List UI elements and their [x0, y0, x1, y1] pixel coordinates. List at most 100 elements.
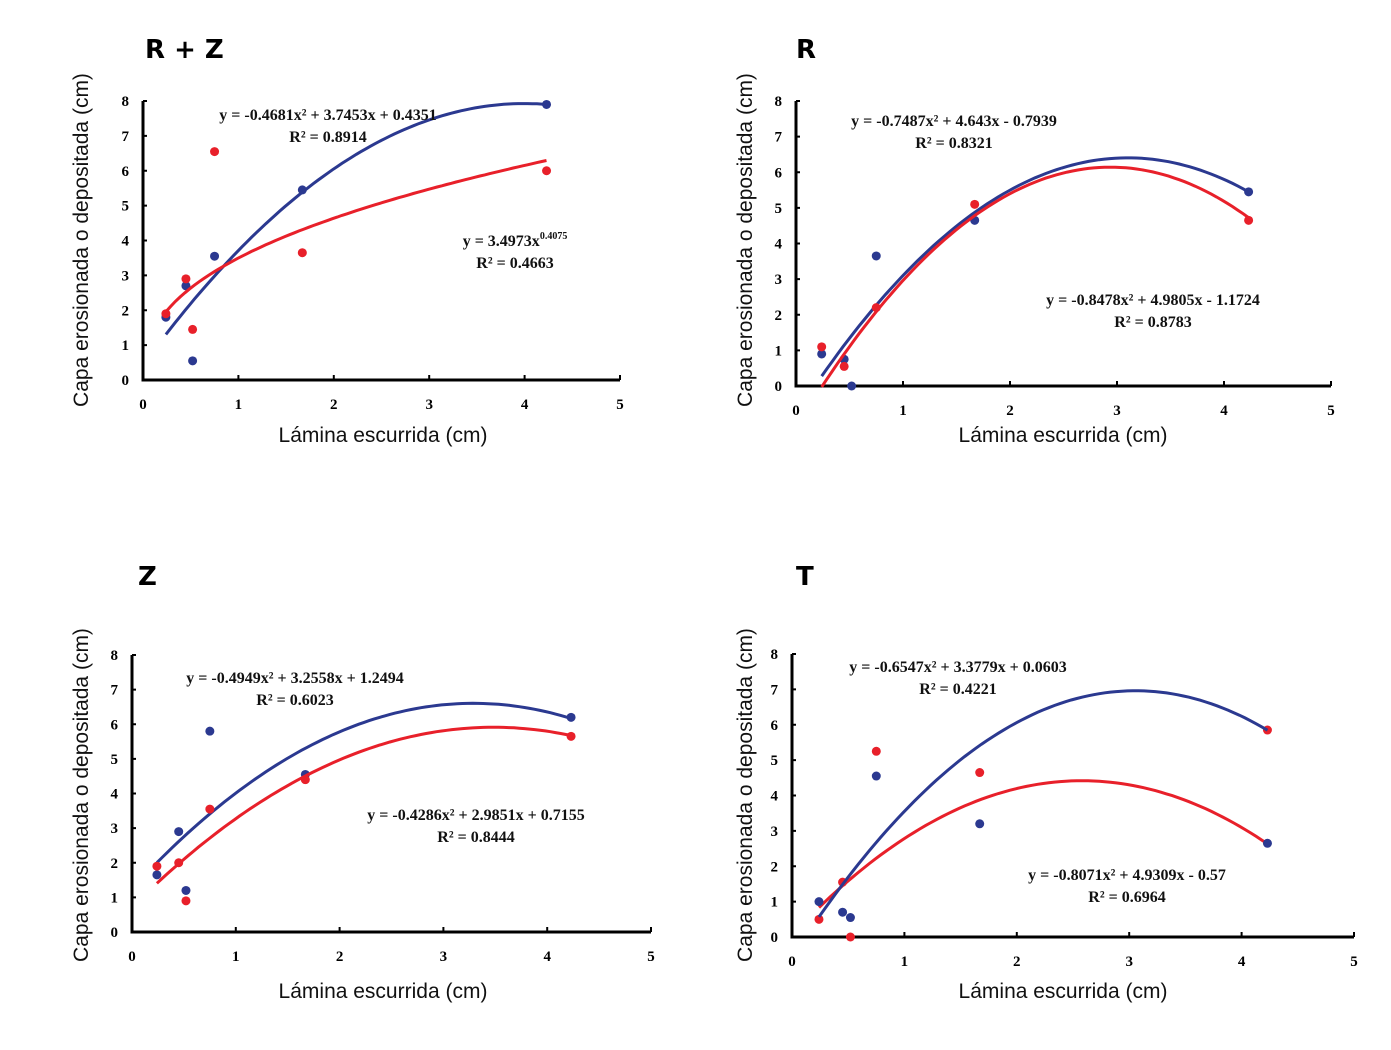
- x-tick-label: 5: [647, 949, 655, 965]
- x-tick-label: 3: [1125, 954, 1133, 970]
- x-tick-label: 3: [440, 949, 448, 965]
- data-point-red: [174, 858, 184, 868]
- y-tick-label: 7: [122, 129, 130, 145]
- data-point-red: [814, 914, 824, 924]
- x-tick-label: 5: [616, 397, 624, 413]
- panel-title: T: [796, 562, 814, 592]
- trendline-red: [817, 779, 1269, 909]
- x-axis-label: Lámina escurrida (cm): [279, 980, 488, 1003]
- y-tick-label: 4: [111, 787, 119, 803]
- y-tick-label: 4: [771, 789, 779, 805]
- y-tick-label: 7: [775, 130, 783, 146]
- x-tick-label: 2: [1006, 403, 1014, 419]
- x-tick-label: 4: [521, 397, 529, 413]
- x-tick-label: 0: [139, 397, 147, 413]
- trendline-blue: [820, 156, 1250, 377]
- data-point-blue: [871, 771, 881, 781]
- equation-red: y = 3.4973x0.4075: [463, 231, 568, 250]
- data-point-red: [542, 166, 552, 176]
- data-point-red: [871, 303, 881, 313]
- y-tick-label: 5: [122, 199, 130, 215]
- y-tick-label: 4: [122, 234, 130, 250]
- y-tick-label: 6: [775, 165, 783, 181]
- y-tick-label: 4: [775, 237, 783, 253]
- data-point-red: [566, 731, 576, 741]
- y-tick-label: 2: [775, 308, 783, 324]
- data-point-red: [152, 861, 162, 871]
- x-tick-label: 1: [899, 403, 907, 419]
- y-tick-label: 0: [111, 925, 119, 941]
- x-tick-label: 0: [792, 403, 800, 419]
- data-point-red: [975, 768, 985, 778]
- y-tick-label: 5: [771, 753, 779, 769]
- equation-blue: y = -0.7487x² + 4.643x - 0.7939: [851, 113, 1057, 130]
- y-axis-label: Capa erosionada o depositada (cm): [734, 73, 757, 407]
- y-tick-label: 3: [775, 272, 783, 288]
- data-point-red: [970, 199, 980, 209]
- trendline-red: [155, 725, 572, 885]
- x-tick-label: 3: [425, 397, 433, 413]
- data-point-red: [871, 746, 881, 756]
- y-tick-label: 5: [111, 752, 119, 768]
- y-axis-label: Capa erosionada o depositada (cm): [734, 628, 757, 962]
- x-tick-label: 1: [232, 949, 240, 965]
- y-tick-label: 5: [775, 201, 783, 217]
- data-point-blue: [205, 726, 215, 736]
- panel-title: Z: [138, 562, 157, 592]
- r-squared-blue: R² = 0.6964: [1088, 889, 1165, 906]
- y-tick-label: 0: [771, 930, 779, 946]
- y-tick-label: 7: [111, 683, 119, 699]
- chart-panel: R 0 1 2 3 4 5 6 7 8 0 1 2 3 4 5 Lámina escurrida (cm) Cap…: [734, 35, 1335, 447]
- r-squared-red: R² = 0.8444: [437, 829, 514, 846]
- y-tick-label: 7: [771, 682, 779, 698]
- x-tick-label: 5: [1350, 954, 1358, 970]
- equation-red: y = -0.4286x² + 2.9851x + 0.7155: [367, 807, 584, 824]
- y-tick-label: 0: [775, 379, 783, 395]
- y-tick-label: 3: [111, 821, 119, 837]
- x-tick-label: 1: [901, 954, 909, 970]
- r-squared-red: R² = 0.4663: [476, 255, 553, 272]
- data-point-blue: [210, 251, 220, 261]
- data-point-red: [839, 361, 849, 371]
- trendline-red: [820, 165, 1250, 388]
- y-tick-label: 2: [111, 856, 119, 872]
- x-tick-label: 4: [1220, 403, 1228, 419]
- data-point-red: [297, 248, 307, 258]
- data-point-red: [817, 342, 827, 352]
- x-tick-label: 4: [543, 949, 551, 965]
- y-tick-label: 2: [122, 303, 130, 319]
- trendline-blue: [817, 689, 1269, 918]
- y-axis-label: Capa erosionada o depositada (cm): [70, 628, 93, 962]
- x-tick-label: 2: [336, 949, 344, 965]
- data-point-blue: [174, 827, 184, 837]
- r-squared-red: R² = 0.4221: [919, 681, 996, 698]
- y-tick-label: 6: [111, 717, 119, 733]
- data-point-blue: [1244, 187, 1254, 197]
- y-tick-label: 3: [771, 824, 779, 840]
- data-point-blue: [814, 897, 824, 907]
- data-point-blue: [542, 99, 552, 109]
- panel-title: R + Z: [145, 35, 224, 65]
- r-squared-red: R² = 0.8783: [1114, 314, 1191, 331]
- x-axis-label: Lámina escurrida (cm): [959, 424, 1168, 447]
- data-point-red: [1244, 215, 1254, 225]
- x-axis-label: Lámina escurrida (cm): [959, 980, 1168, 1003]
- equation-red: y = -0.6547x² + 3.3779x + 0.0603: [849, 659, 1066, 676]
- data-point-red: [181, 896, 191, 906]
- equation-blue: y = -0.4949x² + 3.2558x + 1.2494: [186, 670, 403, 687]
- y-tick-label: 2: [771, 859, 779, 875]
- data-point-blue: [845, 913, 855, 923]
- equation-blue: y = -0.8071x² + 4.9309x - 0.57: [1028, 867, 1226, 884]
- data-point-blue: [817, 349, 827, 359]
- y-tick-label: 3: [122, 268, 130, 284]
- y-tick-label: 1: [771, 895, 779, 911]
- x-tick-label: 0: [128, 949, 136, 965]
- r-squared-blue: R² = 0.6023: [256, 692, 333, 709]
- x-tick-label: 1: [235, 397, 243, 413]
- data-point-blue: [181, 885, 191, 895]
- data-point-blue: [152, 870, 162, 880]
- y-tick-label: 8: [111, 648, 119, 664]
- y-tick-label: 1: [775, 343, 783, 359]
- data-point-blue: [566, 712, 576, 722]
